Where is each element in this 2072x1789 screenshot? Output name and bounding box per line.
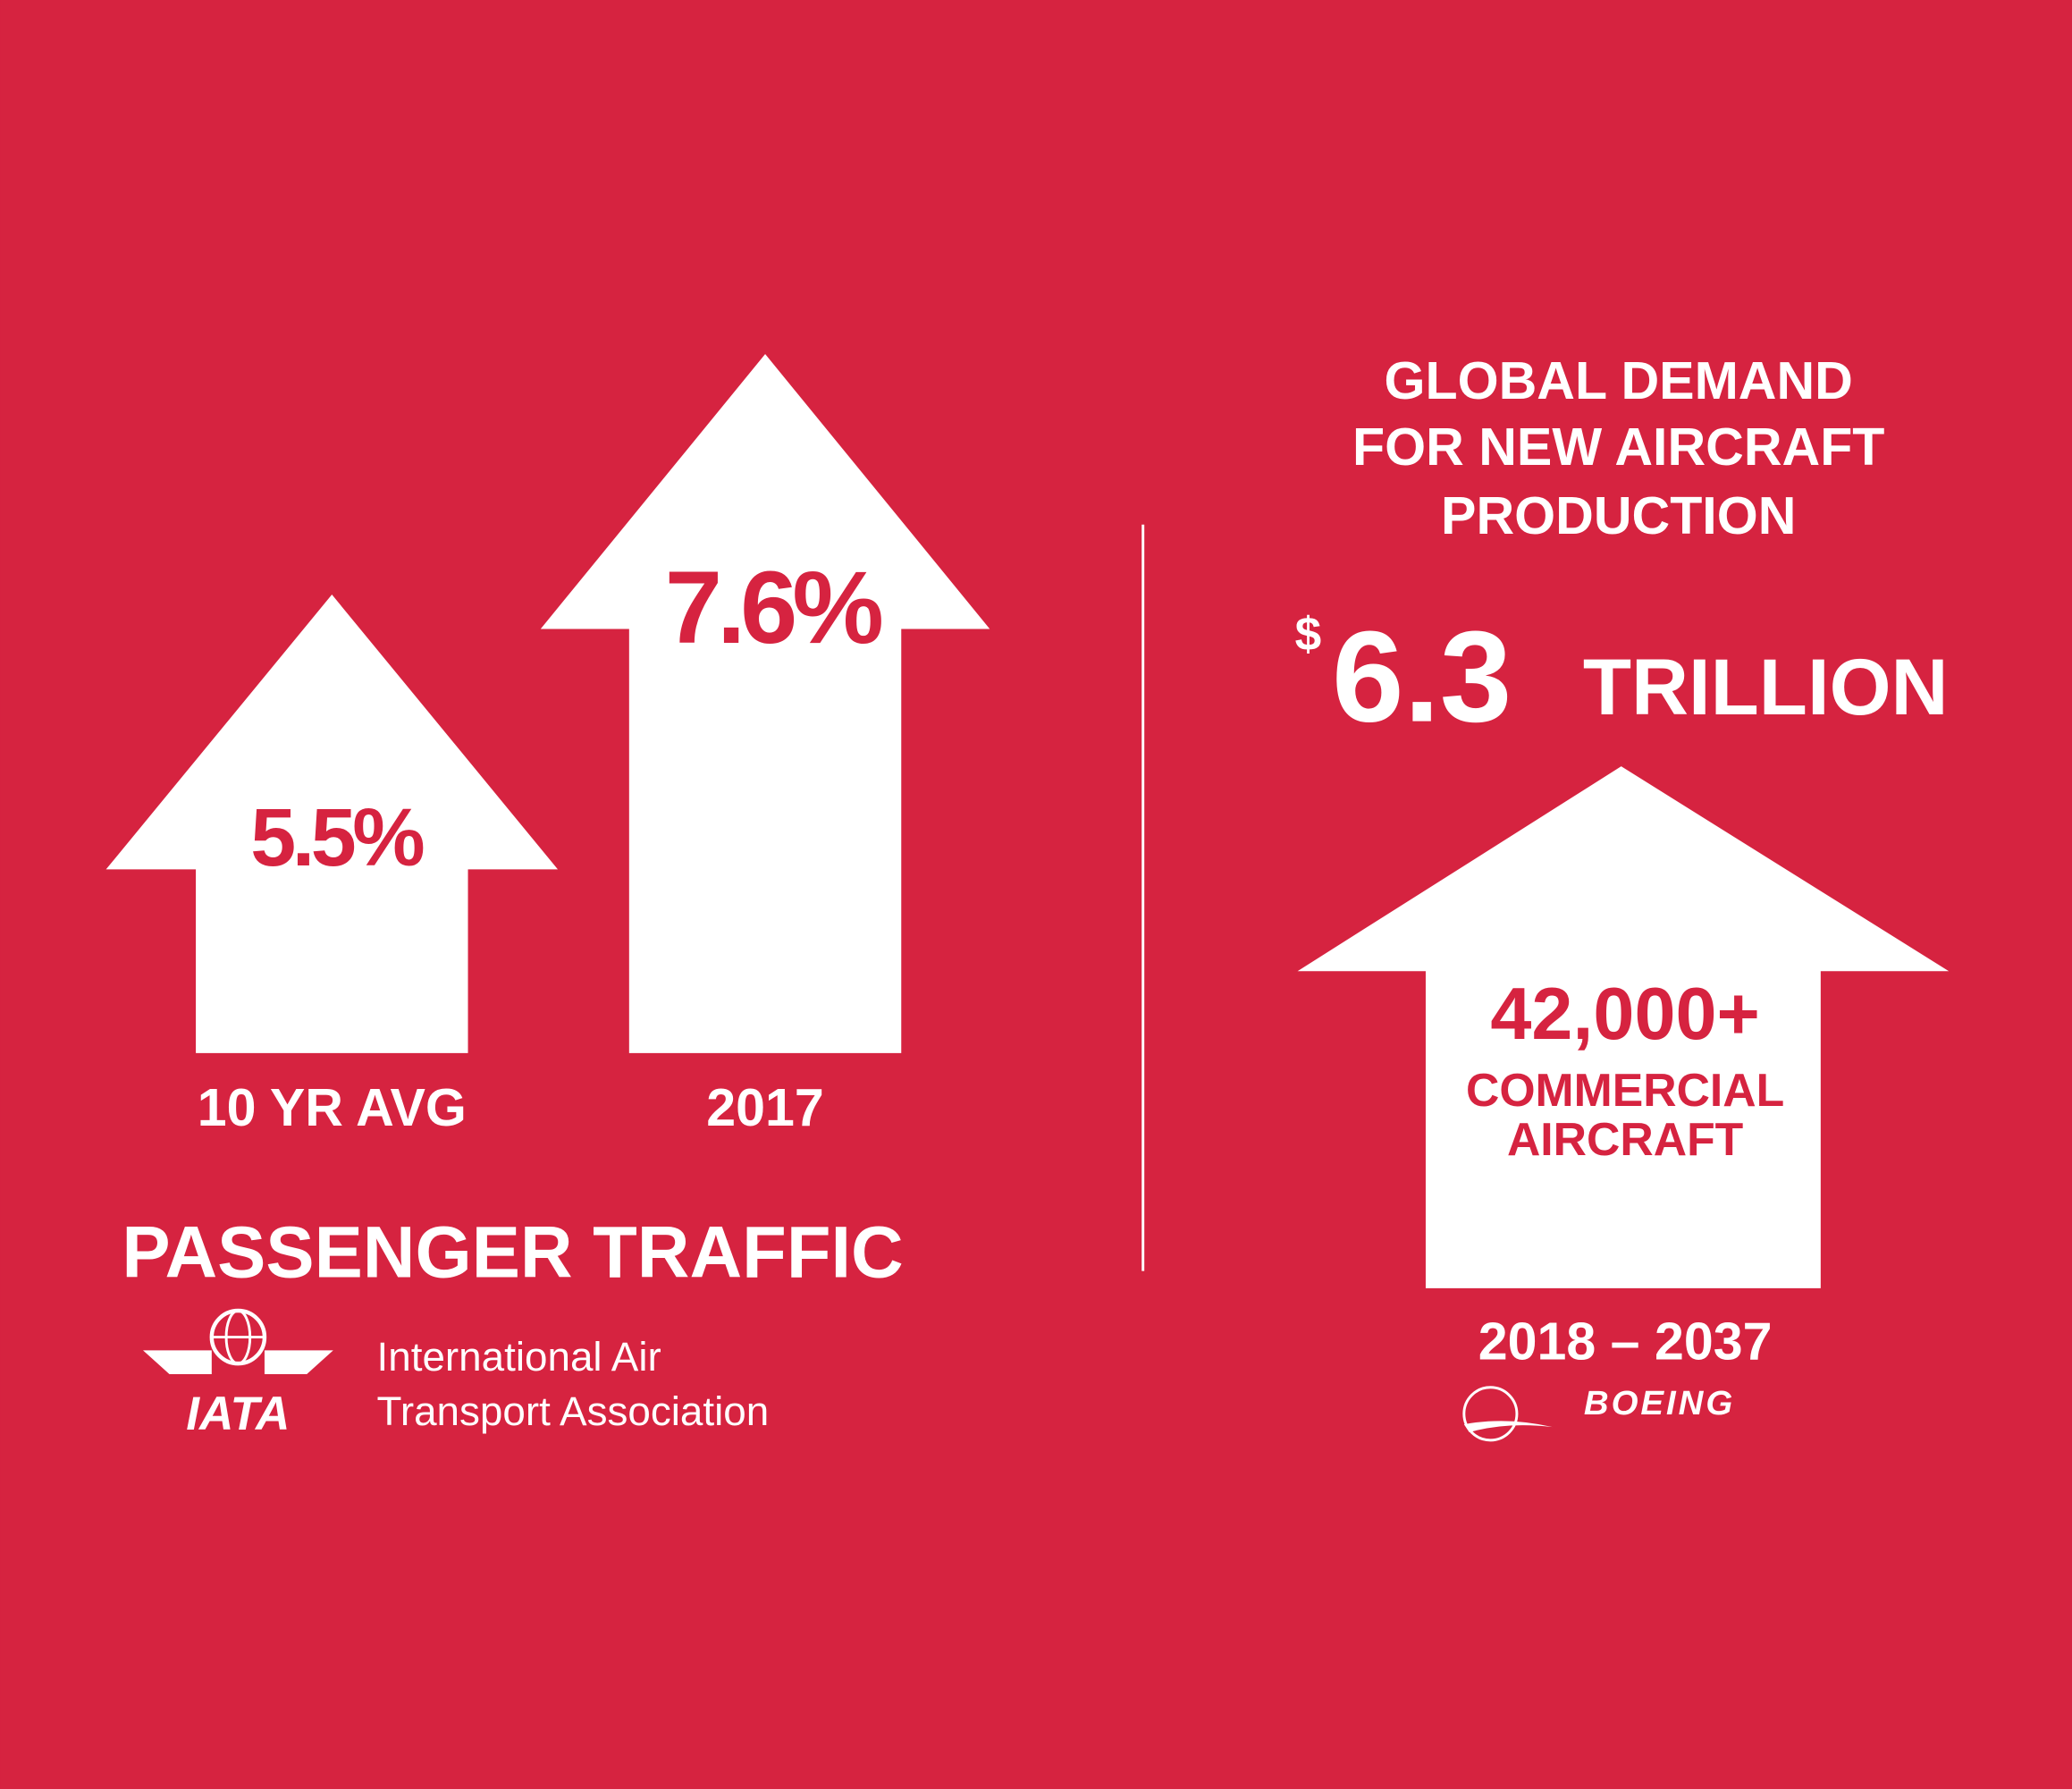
iata-logo: IATA [142,1308,333,1440]
logo-text: IATA [186,1388,290,1440]
count-label: COMMERCIAL [1466,1064,1784,1116]
count-label: AIRCRAFT [1507,1113,1744,1165]
stat-label: 2017 [706,1077,824,1137]
section-title: GLOBAL DEMAND [1385,350,1853,410]
section-title: PASSENGER TRAFFIC [122,1211,903,1293]
amount-unit: TRILLION [1583,643,1949,731]
section-title: FOR NEW AIRCRAFT [1352,417,1884,477]
logo-symbol [1462,1386,1519,1442]
stat-value: 5.5% [250,792,424,883]
amount-currency: $ [1295,608,1322,661]
arrow [540,354,990,1053]
section-title: PRODUCTION [1441,485,1796,545]
boeing-logo: BOEING [1462,1384,1735,1442]
stat-value: 7.6% [665,551,882,665]
logo-symbol [1463,1421,1553,1432]
source-name: International Air [377,1334,661,1380]
amount-number: 6.3 [1332,604,1512,749]
arrow [105,595,559,1053]
arrow [1297,766,1950,1288]
source-name: Transport Association [377,1388,770,1434]
period: 2018 – 2037 [1478,1312,1773,1371]
logo-wings [142,1350,333,1374]
count-value: 42,000+ [1490,972,1759,1055]
logo-text: BOEING [1584,1384,1735,1422]
stat-label: 10 YR AVG [198,1077,467,1137]
